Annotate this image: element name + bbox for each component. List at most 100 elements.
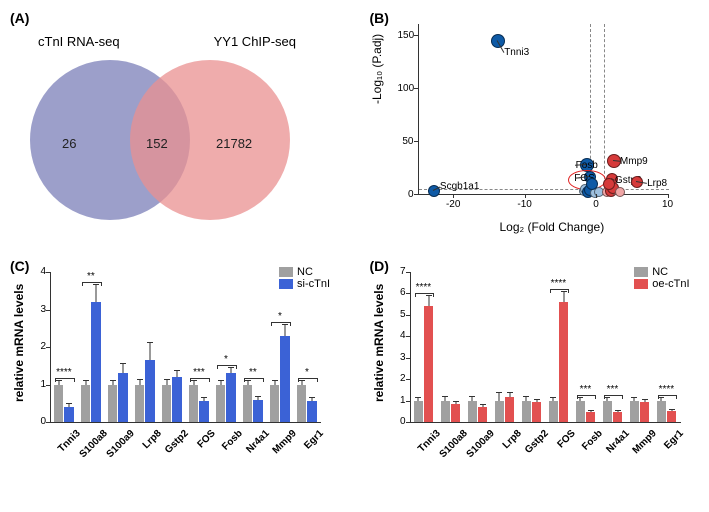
significance-marker: **** — [414, 282, 433, 293]
volcano-ytick: 50 — [398, 136, 414, 147]
bar-ytick: 5 — [394, 309, 406, 320]
panel-b: (B) -Log₁₀ (P.adj) Log₂ (Fold Change) Tn… — [370, 10, 700, 248]
panel-a-label: (A) — [10, 10, 29, 26]
bar — [297, 385, 306, 423]
bar — [172, 377, 181, 422]
volcano-gene-label: Lrp8 — [647, 178, 667, 189]
volcano-ylabel: -Log₁₀ (P.adj) — [370, 34, 384, 104]
bar — [216, 385, 225, 423]
volcano-point — [586, 178, 598, 190]
significance-marker: *** — [603, 384, 622, 395]
volcano-gene-label: Mmp9 — [620, 156, 648, 167]
figure-grid: (A) cTnI RNA-seq YY1 ChIP-seq 26 152 217… — [10, 10, 699, 492]
bar-ytick: 6 — [394, 287, 406, 298]
venn-right-title: YY1 ChIP-seq — [214, 34, 296, 49]
volcano-ytick: 150 — [398, 30, 414, 41]
significance-marker: *** — [189, 367, 208, 378]
barchart-c-ylabel: relative mRNA levels — [12, 284, 26, 402]
bar-ytick: 2 — [394, 373, 406, 384]
bar-ytick: 3 — [394, 352, 406, 363]
bar — [414, 401, 423, 422]
bar — [630, 401, 639, 422]
bar — [603, 401, 612, 422]
significance-marker: *** — [576, 384, 595, 395]
bar — [270, 385, 279, 423]
bar — [532, 402, 541, 422]
bar — [307, 401, 316, 422]
barchart-c-plot: ************** — [50, 272, 321, 423]
bar — [549, 401, 558, 422]
bar — [280, 336, 289, 422]
bar-ytick: 4 — [394, 330, 406, 341]
panel-d: (D) relative mRNA levels ***************… — [370, 258, 700, 492]
bar — [243, 385, 252, 423]
significance-marker: **** — [54, 367, 73, 378]
volcano-plot-area: Tnni3Scgb1a1FosbFOSMmp9Gstp2Lrp8 — [418, 24, 669, 195]
venn-right-only: 21782 — [216, 136, 252, 151]
significance-marker: * — [216, 354, 235, 365]
venn-overlap: 152 — [146, 136, 168, 151]
volcano-point — [615, 187, 625, 197]
panel-c: (C) relative mRNA levels ************** … — [10, 258, 340, 492]
bar — [91, 302, 100, 422]
bar — [108, 385, 117, 423]
bar-ytick: 0 — [394, 416, 406, 427]
volcano-ytick: 0 — [398, 189, 414, 200]
bar — [54, 385, 63, 423]
bar-ytick: 3 — [34, 304, 46, 315]
significance-marker: **** — [549, 278, 568, 289]
bar — [468, 401, 477, 422]
bar — [226, 373, 235, 422]
bar — [495, 401, 504, 422]
bar — [559, 302, 568, 422]
bar-ytick: 2 — [34, 341, 46, 352]
significance-marker: ** — [243, 367, 262, 378]
bar — [424, 306, 433, 422]
venn-left-title: cTnI RNA-seq — [38, 34, 120, 49]
bar — [135, 385, 144, 423]
significance-marker: * — [270, 311, 289, 322]
bar — [253, 400, 262, 423]
bar — [118, 373, 127, 422]
bar — [657, 401, 666, 422]
bar — [189, 385, 198, 423]
panel-a: (A) cTnI RNA-seq YY1 ChIP-seq 26 152 217… — [10, 10, 340, 248]
barchart-d-ylabel: relative mRNA levels — [372, 284, 386, 402]
bar-ytick: 7 — [394, 266, 406, 277]
volcano-xtick: -10 — [515, 199, 535, 210]
significance-marker: * — [297, 367, 316, 378]
bar — [613, 412, 622, 422]
bar — [81, 385, 90, 423]
bar — [64, 407, 73, 422]
volcano-gene-label: Scgb1a1 — [440, 181, 479, 192]
bar — [451, 404, 460, 422]
bar — [441, 401, 450, 422]
volcano-gene-label: Tnni3 — [504, 47, 529, 58]
bar — [522, 401, 531, 422]
bar-ytick: 1 — [34, 379, 46, 390]
barchart-c: relative mRNA levels ************** 0123… — [10, 262, 330, 492]
volcano-xtick: 0 — [586, 199, 606, 210]
bar-ytick: 4 — [34, 266, 46, 277]
venn-left-only: 26 — [62, 136, 76, 151]
barchart-d-plot: ****************** — [410, 272, 681, 423]
bar — [576, 401, 585, 422]
bar — [586, 412, 595, 422]
bar — [640, 402, 649, 422]
bar-legend: NCsi-cTnI — [279, 266, 330, 290]
significance-marker: **** — [657, 384, 676, 395]
bar-ytick: 0 — [34, 416, 46, 427]
barchart-d: relative mRNA levels ****************** … — [370, 262, 690, 492]
bar — [505, 397, 514, 422]
venn-diagram: cTnI RNA-seq YY1 ChIP-seq 26 152 21782 — [10, 28, 310, 248]
bar — [145, 360, 154, 422]
bar — [199, 401, 208, 422]
volcano-ytick: 100 — [398, 83, 414, 94]
bar — [478, 407, 487, 422]
significance-marker: ** — [81, 271, 100, 282]
volcano-xtick: 10 — [658, 199, 678, 210]
bar-legend: NCoe-cTnI — [634, 266, 689, 290]
volcano-xtick: -20 — [443, 199, 463, 210]
bar — [667, 411, 676, 422]
bar — [162, 385, 171, 423]
